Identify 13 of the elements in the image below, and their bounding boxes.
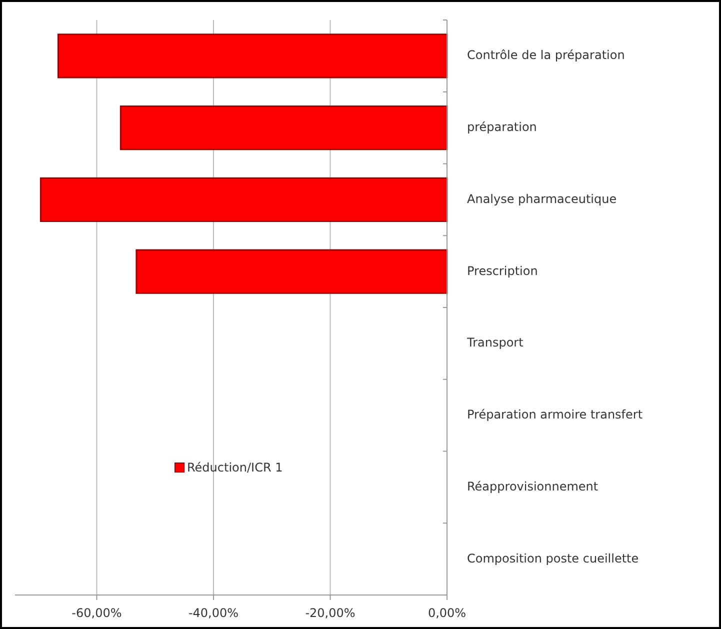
x-tick-label: -20,00% bbox=[305, 606, 356, 620]
y-tick-label: préparation bbox=[467, 120, 537, 134]
y-tick-label: Transport bbox=[466, 336, 524, 350]
y-tick-label: Prescription bbox=[467, 264, 538, 278]
x-tick-label: -40,00% bbox=[188, 606, 239, 620]
y-tick-label: Analyse pharmaceutique bbox=[467, 192, 617, 206]
y-tick-label: Composition poste cueillette bbox=[467, 551, 639, 566]
y-tick-label: Contrôle de la préparation bbox=[467, 48, 625, 62]
x-tick-label: 0,00% bbox=[428, 606, 466, 620]
x-tick-label: -60,00% bbox=[72, 606, 122, 620]
legend-label: Réduction/ICR 1 bbox=[187, 460, 283, 474]
y-tick-label: Réapprovisionnement bbox=[467, 479, 598, 494]
y-tick-label: Préparation armoire transfert bbox=[467, 408, 643, 422]
